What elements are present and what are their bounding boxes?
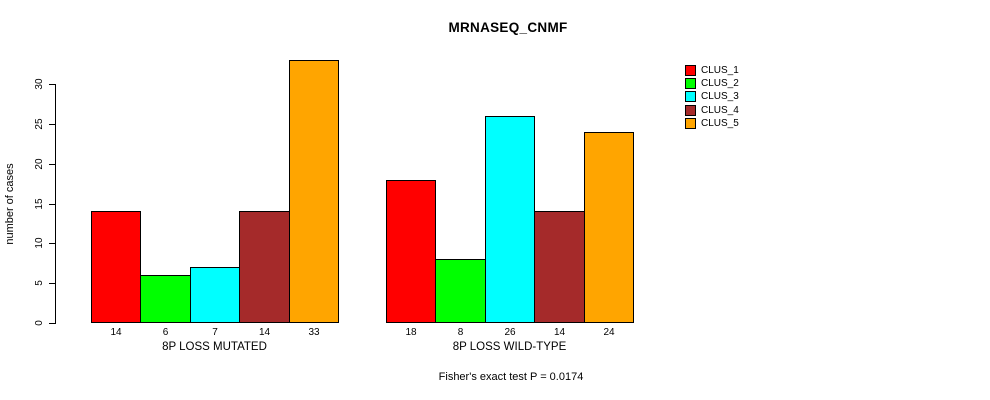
bar-clus_3-group2 xyxy=(485,116,535,323)
bar-value-label: 26 xyxy=(504,327,516,338)
bar-value-label: 14 xyxy=(553,327,566,338)
fisher-test-annotation: Fisher's exact test P = 0.0174 xyxy=(438,371,584,383)
legend-swatch-clus_5 xyxy=(685,118,696,129)
legend-swatch-clus_4 xyxy=(685,105,696,116)
y-tick-label: 15 xyxy=(34,198,45,210)
bar-value-label: 24 xyxy=(603,327,615,338)
y-tick-label: 5 xyxy=(34,280,45,286)
chart-title: MRNASEQ_CNMF xyxy=(448,20,568,35)
y-tick-label: 30 xyxy=(34,78,45,90)
legend-label-clus_4: CLUS_4 xyxy=(701,105,739,116)
legend-swatch-clus_1 xyxy=(685,65,696,76)
bar-value-label: 14 xyxy=(110,327,122,338)
y-tick-label: 10 xyxy=(34,237,45,249)
legend-swatch-clus_2 xyxy=(685,78,696,89)
bar-clus_5-group1 xyxy=(289,60,339,323)
bar-clus_2-group2 xyxy=(435,259,486,323)
bar-clus_4-group1 xyxy=(239,211,290,323)
legend-label-clus_1: CLUS_1 xyxy=(701,65,739,76)
bar-value-label: 18 xyxy=(405,327,417,338)
y-tick-mark xyxy=(49,243,55,244)
bar-clus_1-group1 xyxy=(91,211,141,323)
y-tick-mark xyxy=(49,164,55,165)
bar-clus_3-group1 xyxy=(190,267,240,323)
legend-label-clus_3: CLUS_3 xyxy=(701,91,739,102)
y-tick-mark xyxy=(49,283,55,284)
bar-value-label: 8 xyxy=(457,327,464,338)
bar-value-label: 6 xyxy=(162,327,169,338)
bar-clus_4-group2 xyxy=(534,211,585,323)
bar-value-label: 33 xyxy=(308,327,320,338)
y-tick-mark xyxy=(49,323,55,324)
legend-label-clus_2: CLUS_2 xyxy=(701,78,739,89)
y-tick-mark xyxy=(49,124,55,125)
bar-clus_1-group2 xyxy=(386,180,436,323)
y-tick-mark xyxy=(49,204,55,205)
x-group-label: 8P LOSS WILD-TYPE xyxy=(452,341,567,353)
y-tick-mark xyxy=(49,84,55,85)
bar-value-label: 7 xyxy=(212,327,218,338)
bar-clus_2-group1 xyxy=(140,275,191,323)
y-axis-title: number of cases xyxy=(4,163,16,245)
bar-clus_5-group2 xyxy=(584,132,634,323)
x-group-label: 8P LOSS MUTATED xyxy=(162,341,267,353)
y-axis-line xyxy=(55,84,56,324)
bar-value-label: 14 xyxy=(258,327,271,338)
y-tick-label: 20 xyxy=(34,158,45,170)
legend-label-clus_5: CLUS_5 xyxy=(701,118,739,129)
legend-swatch-clus_3 xyxy=(685,91,696,102)
y-tick-label: 0 xyxy=(34,320,45,326)
y-tick-label: 25 xyxy=(34,118,45,130)
